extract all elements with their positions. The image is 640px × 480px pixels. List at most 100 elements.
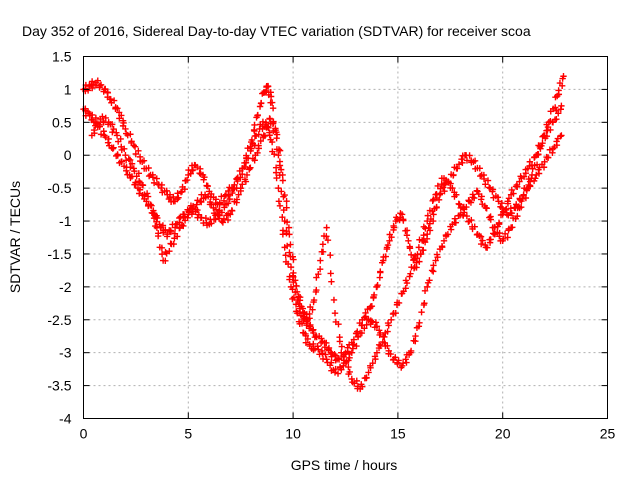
- data-point: [416, 258, 423, 265]
- data-point: [212, 206, 220, 213]
- x-tick-label: 20: [495, 426, 511, 442]
- data-point: [286, 276, 293, 283]
- data-point: [126, 156, 134, 164]
- x-tick-labels: 0 5 10 15 20 25: [80, 426, 616, 442]
- data-point: [471, 223, 478, 230]
- data-point: [243, 171, 251, 179]
- data-point: [128, 138, 135, 145]
- data-point: [424, 212, 432, 219]
- data-point: [261, 89, 269, 96]
- data-point: [510, 190, 517, 197]
- data-point: [433, 191, 440, 198]
- data-point: [229, 189, 236, 197]
- data-point: [118, 158, 125, 165]
- data-point: [271, 150, 278, 158]
- data-point: [438, 180, 445, 188]
- data-point: [319, 248, 327, 256]
- data-point: [327, 251, 334, 259]
- data-point: [276, 158, 284, 165]
- x-tick-label: 0: [80, 426, 88, 442]
- data-point: [484, 177, 492, 184]
- data-point: [181, 185, 189, 193]
- data-point: [395, 299, 403, 307]
- data-point: [390, 224, 398, 231]
- data-point: [158, 244, 166, 252]
- y-tick-label: 0.5: [52, 114, 72, 130]
- data-point: [369, 359, 376, 367]
- data-point: [189, 202, 197, 210]
- data-point: [147, 201, 154, 208]
- data-point: [528, 161, 536, 169]
- data-point: [233, 196, 241, 203]
- data-point: [349, 345, 357, 352]
- data-point: [188, 210, 196, 218]
- data-point: [219, 219, 227, 226]
- data-point: [428, 267, 436, 274]
- data-point: [509, 224, 516, 231]
- data-point: [384, 342, 391, 349]
- data-point: [406, 243, 413, 250]
- data-point: [363, 374, 370, 381]
- data-point: [487, 236, 494, 243]
- data-point: [293, 282, 300, 290]
- data-point: [275, 198, 283, 205]
- data-point: [104, 89, 112, 97]
- data-point: [88, 78, 96, 85]
- data-point: [539, 140, 546, 147]
- data-point: [435, 196, 443, 204]
- data-point: [208, 220, 215, 227]
- data-point: [532, 175, 539, 182]
- data-point: [535, 151, 542, 158]
- data-point: [153, 224, 161, 231]
- data-point: [117, 135, 124, 143]
- data-point: [272, 125, 279, 132]
- data-point: [323, 233, 330, 240]
- data-point: [220, 215, 228, 223]
- data-point: [257, 100, 265, 107]
- data-point: [118, 112, 125, 119]
- data-point: [367, 317, 374, 324]
- data-point: [233, 176, 241, 183]
- data-point: [450, 171, 457, 179]
- data-point: [109, 145, 117, 152]
- data-point: [198, 198, 205, 206]
- data-point: [310, 340, 317, 348]
- data-point: [468, 216, 475, 224]
- data-point: [382, 253, 389, 260]
- data-point: [482, 181, 489, 188]
- data-point: [385, 322, 392, 329]
- data-point: [282, 252, 289, 259]
- data-point: [99, 113, 106, 120]
- data-point: [535, 170, 543, 177]
- data-point: [354, 333, 362, 340]
- data-point: [110, 97, 118, 104]
- x-tick-label: 5: [184, 426, 192, 442]
- data-point: [239, 181, 246, 188]
- data-point: [392, 354, 399, 361]
- data-point: [175, 194, 182, 201]
- data-point: [343, 358, 350, 365]
- data-point: [381, 333, 388, 341]
- data-point: [370, 291, 378, 299]
- data-point: [424, 231, 431, 238]
- data-point: [544, 154, 552, 161]
- data-point: [145, 164, 152, 172]
- data-point: [145, 172, 153, 180]
- data-point: [174, 233, 181, 240]
- data-point: [471, 194, 478, 202]
- data-point: [373, 323, 381, 330]
- data-point: [113, 132, 121, 139]
- data-point: [447, 226, 455, 233]
- data-point: [454, 165, 461, 172]
- y-tick-label: -2.5: [47, 312, 71, 328]
- data-point: [367, 364, 374, 372]
- data-point: [395, 357, 402, 364]
- x-axis-label: GPS time / hours: [291, 457, 398, 473]
- data-point: [201, 173, 208, 181]
- data-point: [368, 303, 376, 310]
- data-point: [323, 356, 330, 363]
- data-point: [535, 142, 542, 149]
- data-point: [315, 346, 322, 353]
- data-point: [277, 166, 285, 173]
